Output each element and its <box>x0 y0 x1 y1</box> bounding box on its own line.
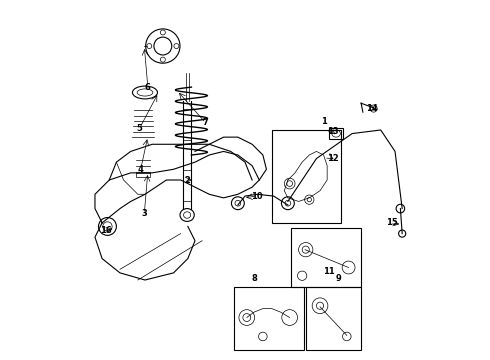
Bar <box>329 128 343 139</box>
Bar <box>272 130 342 223</box>
Bar <box>234 287 304 350</box>
Text: 16: 16 <box>100 225 112 234</box>
Text: 14: 14 <box>366 104 378 113</box>
Text: 4: 4 <box>138 165 144 174</box>
Bar <box>136 172 150 177</box>
Text: 6: 6 <box>145 83 151 92</box>
Text: 7: 7 <box>203 118 209 127</box>
Text: 13: 13 <box>327 127 338 136</box>
Bar <box>292 228 361 287</box>
Text: 15: 15 <box>386 219 397 228</box>
Text: 10: 10 <box>251 192 263 201</box>
Bar <box>306 287 361 350</box>
Text: 12: 12 <box>327 154 339 163</box>
Text: 1: 1 <box>320 117 326 126</box>
Text: 3: 3 <box>142 210 147 219</box>
Text: 8: 8 <box>251 274 257 283</box>
Text: 2: 2 <box>184 176 190 185</box>
Text: 11: 11 <box>323 267 335 276</box>
Text: 9: 9 <box>336 274 342 283</box>
Text: 5: 5 <box>137 124 143 133</box>
